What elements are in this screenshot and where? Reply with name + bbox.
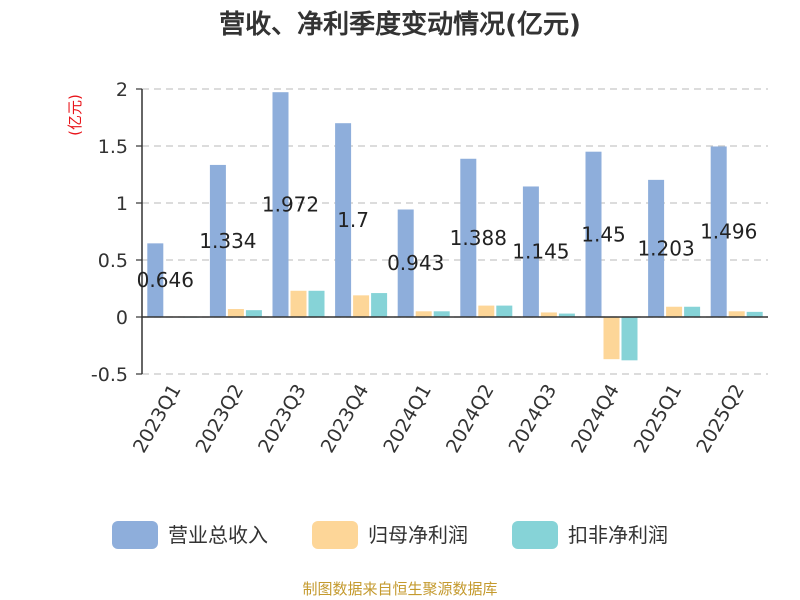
bar-series-2 bbox=[371, 293, 388, 317]
data-label: 0.943 bbox=[387, 251, 444, 275]
bar-series-0 bbox=[335, 123, 352, 317]
bar-series-0 bbox=[272, 92, 289, 317]
x-tick-label: 2025Q2 bbox=[692, 381, 749, 457]
bar-series-1 bbox=[603, 317, 620, 360]
bar-series-0 bbox=[209, 164, 226, 317]
data-label: 1.145 bbox=[512, 240, 569, 264]
x-tick-label: 2023Q3 bbox=[254, 381, 311, 457]
bar-series-1 bbox=[353, 295, 370, 317]
bar-series-0 bbox=[522, 186, 539, 317]
bar-series-1 bbox=[415, 311, 432, 317]
data-label: 0.646 bbox=[137, 268, 194, 292]
bar-series-0 bbox=[710, 146, 727, 317]
x-tick-label: 2023Q2 bbox=[191, 381, 248, 457]
legend-swatch bbox=[312, 521, 358, 549]
y-tick-label: 1.5 bbox=[98, 136, 128, 158]
bars bbox=[147, 92, 763, 361]
y-tick-label: 1 bbox=[116, 193, 128, 215]
x-tick-label: 2023Q1 bbox=[129, 381, 186, 457]
bar-series-2 bbox=[496, 305, 513, 317]
bar-series-0 bbox=[585, 151, 602, 317]
bar-series-2 bbox=[558, 313, 575, 317]
legend-label: 归母净利润 bbox=[368, 523, 468, 547]
bar-series-0 bbox=[460, 158, 477, 317]
data-label: 1.496 bbox=[700, 220, 757, 244]
bar-series-0 bbox=[397, 209, 414, 317]
data-label: 1.972 bbox=[262, 193, 319, 217]
bar-series-1 bbox=[290, 290, 307, 317]
bar-series-1 bbox=[666, 306, 683, 317]
bar-series-2 bbox=[746, 311, 763, 317]
x-tick-label: 2024Q3 bbox=[504, 381, 561, 457]
x-tick-label: 2024Q1 bbox=[379, 381, 436, 457]
bar-series-2 bbox=[245, 310, 262, 317]
legend-label: 营业总收入 bbox=[168, 523, 268, 547]
legend-swatch bbox=[512, 521, 558, 549]
x-tick-label: 2025Q1 bbox=[630, 381, 687, 457]
source-note: 制图数据来自恒生聚源数据库 bbox=[302, 580, 497, 598]
bar-series-2 bbox=[308, 290, 325, 317]
legend-label: 扣非净利润 bbox=[568, 523, 668, 547]
chart-title: 营收、净利季度变动情况(亿元) bbox=[219, 9, 581, 40]
bar-series-2 bbox=[621, 317, 638, 361]
data-label: 1.203 bbox=[637, 236, 694, 260]
bar-series-1 bbox=[540, 312, 557, 317]
data-label: 1.334 bbox=[199, 229, 256, 253]
x-tick-label: 2023Q4 bbox=[317, 381, 374, 457]
y-tick-label: -0.5 bbox=[91, 364, 128, 386]
y-tick-label: 0 bbox=[116, 307, 128, 329]
bar-series-1 bbox=[227, 309, 244, 317]
data-label: 1.388 bbox=[450, 226, 507, 250]
y-tick-label: 0.5 bbox=[98, 250, 128, 272]
y-tick-label: 2 bbox=[116, 79, 128, 101]
x-tick-label: 2024Q4 bbox=[567, 381, 624, 457]
bar-series-1 bbox=[728, 311, 745, 317]
bar-series-2 bbox=[684, 306, 701, 317]
bar-series-2 bbox=[433, 311, 450, 317]
y-axis-unit-label: (亿元) bbox=[66, 94, 84, 136]
legend: 营业总收入 归母净利润 扣非净利润 bbox=[112, 521, 668, 549]
data-label: 1.7 bbox=[337, 208, 369, 232]
bar-series-1 bbox=[478, 305, 495, 317]
x-tick-label: 2024Q2 bbox=[442, 381, 499, 457]
legend-swatch bbox=[112, 521, 158, 549]
data-label: 1.45 bbox=[581, 222, 626, 246]
bar-series-0 bbox=[147, 243, 164, 317]
bar-series-0 bbox=[648, 179, 665, 317]
